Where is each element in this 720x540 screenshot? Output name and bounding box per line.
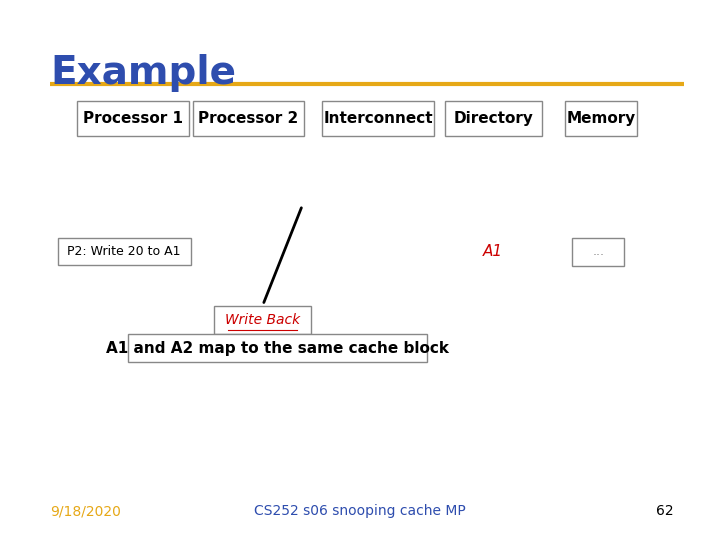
Text: Interconnect: Interconnect <box>323 111 433 126</box>
Text: A1: A1 <box>483 244 503 259</box>
Text: Memory: Memory <box>567 111 636 126</box>
Text: Directory: Directory <box>454 111 533 126</box>
Text: 62: 62 <box>656 504 673 518</box>
Text: Example: Example <box>50 54 236 92</box>
FancyBboxPatch shape <box>323 102 433 136</box>
FancyBboxPatch shape <box>78 102 189 136</box>
Text: CS252 s06 snooping cache MP: CS252 s06 snooping cache MP <box>254 504 466 518</box>
Text: 9/18/2020: 9/18/2020 <box>50 504 121 518</box>
FancyBboxPatch shape <box>215 306 311 334</box>
FancyBboxPatch shape <box>58 238 191 265</box>
FancyBboxPatch shape <box>565 102 637 136</box>
Text: P2: Write 20 to A1: P2: Write 20 to A1 <box>68 245 181 258</box>
FancyBboxPatch shape <box>572 238 624 266</box>
Text: Write Back: Write Back <box>225 313 300 327</box>
FancyBboxPatch shape <box>192 102 304 136</box>
FancyBboxPatch shape <box>128 334 426 362</box>
Text: Processor 2: Processor 2 <box>198 111 299 126</box>
Text: A1 and A2 map to the same cache block: A1 and A2 map to the same cache block <box>106 341 449 356</box>
Text: ...: ... <box>593 245 604 258</box>
Text: Processor 1: Processor 1 <box>84 111 183 126</box>
FancyBboxPatch shape <box>445 102 542 136</box>
